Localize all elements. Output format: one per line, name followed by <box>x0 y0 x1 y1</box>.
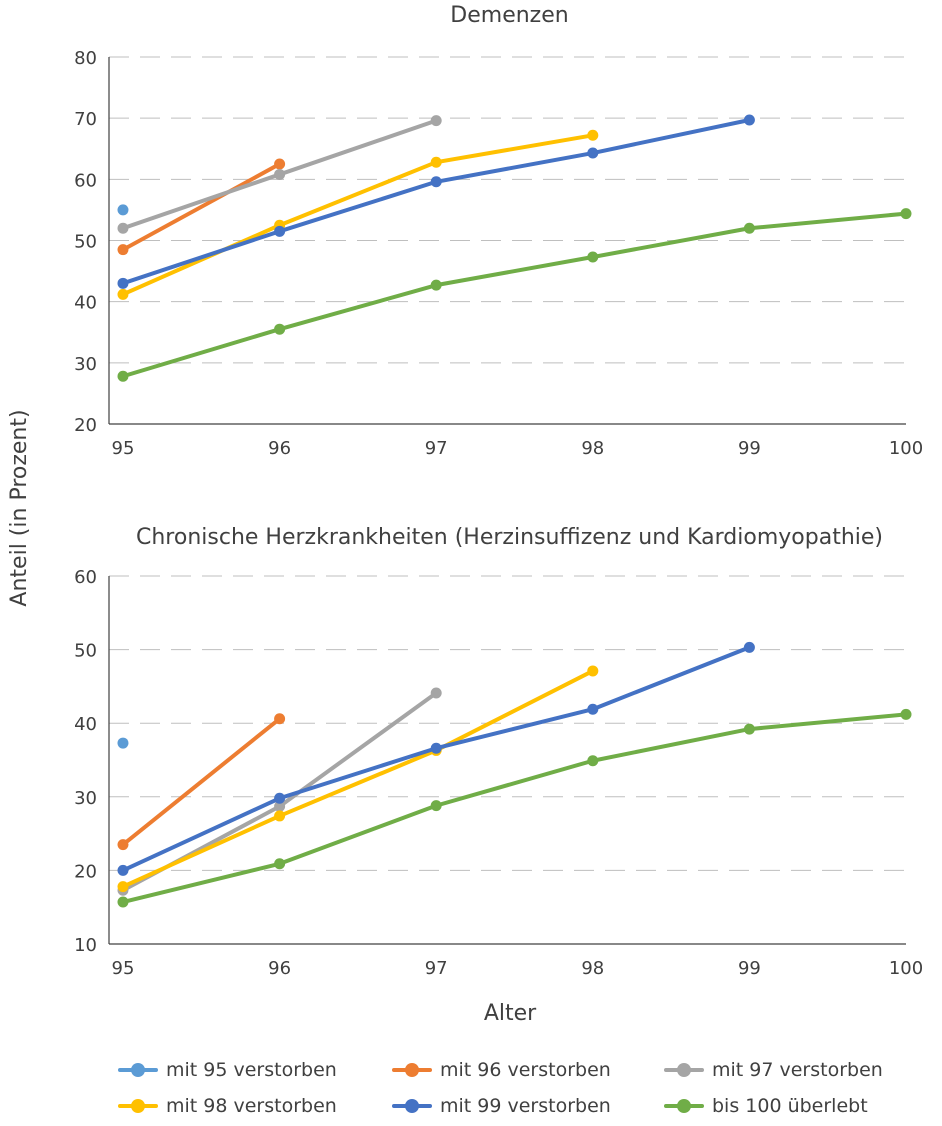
x-tick-label: 99 <box>738 958 761 979</box>
legend-item: mit 95 verstorben <box>118 1058 392 1082</box>
series-line <box>121 162 282 252</box>
data-point <box>430 156 442 168</box>
data-point <box>117 737 129 749</box>
x-tick-label: 100 <box>889 958 923 979</box>
data-point <box>743 723 755 735</box>
x-tick-label: 96 <box>268 438 291 459</box>
data-point <box>587 703 599 715</box>
x-tick-label: 95 <box>112 958 135 979</box>
data-point <box>430 176 442 188</box>
legend-item: mit 99 verstorben <box>392 1094 664 1118</box>
legend-label: mit 96 verstorben <box>440 1059 611 1081</box>
series-line <box>121 133 595 297</box>
data-point <box>274 800 286 812</box>
legend-item: mit 98 verstorben <box>118 1094 392 1118</box>
data-point <box>430 687 442 699</box>
data-point <box>117 244 129 256</box>
x-tick-label: 98 <box>581 438 604 459</box>
legend-label: bis 100 überlebt <box>712 1095 868 1117</box>
x-tick-label: 100 <box>889 438 923 459</box>
x-tick-label: 97 <box>425 438 448 459</box>
data-point <box>430 742 442 754</box>
y-tick-label: 20 <box>74 861 97 882</box>
y-tick-label: 40 <box>74 714 97 735</box>
data-point <box>117 839 129 851</box>
data-point <box>587 665 599 677</box>
chart-figure: Anteil (in Prozent) Alter Demenzen 20 30 40… <box>7 3 923 1026</box>
data-point <box>117 204 129 216</box>
legend-label: mit 99 verstorben <box>440 1095 611 1117</box>
data-point <box>117 864 129 876</box>
data-point <box>274 158 286 170</box>
legend-swatch <box>118 1099 158 1113</box>
data-point <box>117 896 129 908</box>
data-point <box>900 708 912 720</box>
legend-label: mit 97 verstorben <box>712 1059 883 1081</box>
data-point <box>743 641 755 653</box>
data-point <box>117 222 129 234</box>
data-point <box>743 114 755 126</box>
data-point <box>117 370 129 382</box>
y-tick-label: 20 <box>74 415 97 436</box>
y-tick-label: 50 <box>74 232 97 253</box>
legend: mit 95 verstorben mit 96 verstorben mit 97… <box>118 1058 908 1118</box>
series-line <box>121 211 908 379</box>
legend-label: mit 98 verstorben <box>166 1095 337 1117</box>
legend-swatch <box>118 1063 158 1077</box>
data-point <box>117 277 129 289</box>
data-point <box>587 755 599 767</box>
legend-swatch <box>664 1099 704 1113</box>
series-line <box>121 712 908 905</box>
series-line <box>121 118 752 286</box>
data-point <box>743 222 755 234</box>
series-line <box>121 668 595 889</box>
y-tick-label: 10 <box>74 935 97 956</box>
series-line <box>121 645 752 873</box>
legend-item: bis 100 überlebt <box>664 1094 908 1118</box>
y-tick-label: 50 <box>74 641 97 662</box>
data-point <box>587 251 599 263</box>
chart-panel-2: Chronische Herzkrankheiten (Herzinsuffiz… <box>74 525 923 979</box>
x-axis-title: Alter <box>484 1001 537 1026</box>
y-tick-label: 30 <box>74 788 97 809</box>
data-point <box>900 208 912 220</box>
data-point <box>274 792 286 804</box>
data-point <box>430 115 442 127</box>
data-point <box>274 810 286 822</box>
legend-swatch <box>664 1063 704 1077</box>
y-tick-label: 60 <box>74 567 97 588</box>
x-tick-label: 95 <box>112 438 135 459</box>
y-tick-label: 80 <box>74 48 97 69</box>
y-tick-label: 30 <box>74 354 97 375</box>
y-axis-title: Anteil (in Prozent) <box>7 409 32 606</box>
data-point <box>117 881 129 893</box>
legend-item: mit 96 verstorben <box>392 1058 664 1082</box>
y-tick-label: 60 <box>74 170 97 191</box>
legend-item: mit 97 verstorben <box>664 1058 908 1082</box>
x-tick-label: 97 <box>425 958 448 979</box>
data-point <box>430 800 442 812</box>
data-point <box>274 713 286 725</box>
data-point <box>587 147 599 159</box>
chart-title: Demenzen <box>450 3 568 28</box>
data-point <box>117 288 129 300</box>
x-tick-label: 99 <box>738 438 761 459</box>
legend-swatch <box>392 1099 432 1113</box>
data-point <box>274 858 286 870</box>
y-tick-label: 40 <box>74 293 97 314</box>
legend-swatch <box>392 1063 432 1077</box>
data-point <box>274 323 286 335</box>
series-line <box>121 716 282 847</box>
data-point <box>274 168 286 180</box>
x-tick-label: 98 <box>581 958 604 979</box>
x-tick-label: 96 <box>268 958 291 979</box>
data-point <box>430 279 442 291</box>
chart-title: Chronische Herzkrankheiten (Herzinsuffiz… <box>136 525 883 550</box>
y-tick-label: 70 <box>74 109 97 130</box>
legend-label: mit 95 verstorben <box>166 1059 337 1081</box>
data-point <box>587 129 599 141</box>
data-point <box>274 225 286 237</box>
chart-panel-1: Demenzen 20 30 40 50 60 70 80 95 96 97 98 99 100 <box>74 3 923 459</box>
